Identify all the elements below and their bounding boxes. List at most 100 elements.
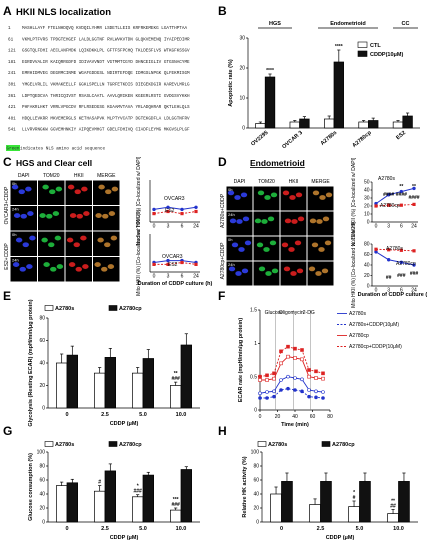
image-row-label: 0h xyxy=(12,232,16,237)
legend-swatch xyxy=(44,305,54,311)
legend-label: A2780s xyxy=(55,306,74,312)
series-line-ovcar3 xyxy=(153,206,197,210)
data-point-a2780s xyxy=(386,193,391,197)
y-tick-label: 30 xyxy=(239,36,245,42)
y-tick-label: 60 xyxy=(39,338,45,344)
legend-label: A2780s xyxy=(55,442,74,448)
cell-blob xyxy=(56,264,64,269)
x-tick-label: 10.0 xyxy=(393,526,404,532)
data-point-es2 xyxy=(180,212,184,216)
panel-label-e: E xyxy=(3,289,11,303)
y-tick-label: 80 xyxy=(39,464,45,470)
micrograph-grid-c: DAPI TOM20 HKII MERGE0h24h0h24hOVCAR3+CDDPE… xyxy=(4,173,120,282)
panel-label-b: B xyxy=(218,4,227,18)
y-tick-label: 20 xyxy=(39,506,45,512)
x-tick-label: 20 xyxy=(275,414,281,420)
y-tick-label: 80 xyxy=(39,316,45,322)
cell-blob xyxy=(83,211,90,216)
significance-hashes: # xyxy=(98,480,101,486)
panel-d: D Endometrioid DAPI TOM20 HKII MERGE 0h 24h 0h… xyxy=(218,155,427,308)
cell-blob xyxy=(48,242,55,248)
x-tick-label: 2.5 xyxy=(101,526,109,532)
x-tick-label: A2780cp xyxy=(351,130,373,150)
significance-hashes: # xyxy=(353,495,356,501)
cell-blob xyxy=(49,189,56,195)
y-tick-label: 10 xyxy=(364,212,370,218)
panel-label-a: A xyxy=(3,4,12,18)
data-point xyxy=(307,394,311,399)
series-label: A2780cp xyxy=(380,203,400,209)
panel-c: C HGS and Clear cell DAPI TOM20 HKII MERGE 0… xyxy=(3,155,213,296)
cell-blob xyxy=(263,247,270,252)
bar-a2780s xyxy=(132,372,144,409)
cell-blob xyxy=(98,184,105,190)
cell-blob xyxy=(69,213,77,218)
data-point xyxy=(300,348,304,352)
series-label: A2780s xyxy=(386,246,403,252)
y-axis-label: Apoptotic rate (%) xyxy=(228,59,234,107)
cell-blob xyxy=(229,218,237,224)
cell-blob xyxy=(15,237,23,243)
bar-cddp10m xyxy=(299,118,310,129)
group-header: Endometrioid xyxy=(330,21,365,27)
bar-a2780cp xyxy=(180,344,192,409)
data-point xyxy=(279,361,283,366)
y-tick-label: 20 xyxy=(253,506,259,512)
cell-blob xyxy=(73,242,80,248)
series-label: A2780cp xyxy=(396,261,416,267)
sequence-line: GSGTQLFDHI AECLANFMDK LQIKDKKLPL GFTFSFP… xyxy=(22,49,190,54)
series-line-a2780cp xyxy=(375,203,415,207)
image-row-label: 0h xyxy=(228,237,232,242)
sequence-line: EGRDVVALIR KAIQRRGDFD IDIVAVVNDT VGTMMTC… xyxy=(22,60,190,65)
cell-blob xyxy=(288,247,295,252)
y-tick-label: 60 xyxy=(364,252,370,258)
data-point xyxy=(272,371,276,376)
legend-swatch xyxy=(108,305,118,311)
series-line xyxy=(260,356,324,381)
x-tick-label: 24 xyxy=(193,224,199,230)
chart-d-nuclear: 0 10 20 30 40 50 0 3 6 24 A2780s A2780cp Nuclear HKI… xyxy=(351,157,420,246)
data-point xyxy=(300,389,304,394)
y-axis-label: Glycolysis (Resting ECAR) (mpH/min/μg pr… xyxy=(28,299,34,426)
x-tick-label: 3 xyxy=(167,274,170,280)
bar-cddp10m xyxy=(333,61,344,129)
cell-blob xyxy=(295,192,303,198)
bar-a2780cp xyxy=(180,469,192,523)
data-point-es2 xyxy=(194,209,198,214)
cell-blob xyxy=(110,235,118,241)
bar-a2780s xyxy=(56,362,68,409)
cell-blob xyxy=(308,266,316,272)
bar-a2780s xyxy=(309,504,321,523)
x-tick-label: 0 xyxy=(153,224,156,230)
x-tick-label: 10.0 xyxy=(176,526,187,532)
x-tick-label: 6 xyxy=(400,288,403,294)
cell-blob xyxy=(296,268,304,274)
cell-blob xyxy=(66,237,74,243)
bar-a2780s xyxy=(94,490,106,523)
image-column-header: DAPI xyxy=(234,179,246,185)
sequence-line-number: 481 xyxy=(8,116,16,121)
y-tick-label: 0 xyxy=(242,126,245,132)
series-line xyxy=(259,346,324,378)
significance-stars: * xyxy=(353,490,355,496)
bar-a2780s xyxy=(132,496,144,523)
data-point xyxy=(265,373,269,378)
y-tick-label: 60 xyxy=(253,478,259,484)
sequence-line: MASHLLAYF FTELNHDQVQ KVDQILYHMR LSDETLLE… xyxy=(22,26,187,31)
chart-glycolysis: 0 20 40 60 80 0 2.5 5.0 10.0 **### CDDP (μM) Glycol… xyxy=(28,299,200,427)
x-tick-label: 6 xyxy=(181,224,184,230)
legend-label: A2780cp xyxy=(332,442,355,448)
x-tick-label: 10.0 xyxy=(176,412,187,418)
legend-swatch xyxy=(44,441,54,447)
cell-blob xyxy=(283,266,291,272)
significance-marks: ### xyxy=(397,273,406,279)
x-tick-label: 0 xyxy=(65,412,68,418)
data-point xyxy=(321,396,325,400)
series-line xyxy=(259,376,324,394)
legend-swatch xyxy=(257,441,267,447)
bar-a2780s xyxy=(170,509,182,523)
y-axis-label: Mito HKII (%) [Co-localized w/ TOM20] xyxy=(136,210,142,296)
image-side-label: A2780s+CDDP xyxy=(220,193,226,228)
cell-blob xyxy=(81,186,88,192)
cell-blob xyxy=(321,268,329,274)
